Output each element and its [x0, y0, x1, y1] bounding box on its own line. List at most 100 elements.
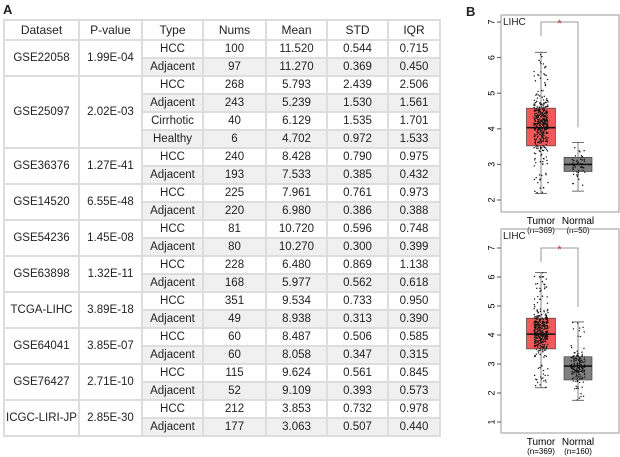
- data-point: [540, 71, 542, 73]
- std-cell: 0.544: [328, 41, 387, 57]
- sample-size-label: (n=50): [566, 226, 590, 235]
- data-point: [534, 384, 537, 387]
- nums-cell: 243: [204, 95, 265, 111]
- data-point: [534, 344, 537, 347]
- significance-bracket: [540, 247, 579, 307]
- data-point: [538, 328, 541, 331]
- data-point: [547, 105, 549, 108]
- iqr-cell: 0.388: [389, 203, 439, 219]
- data-point: [545, 118, 548, 120]
- data-point: [542, 107, 544, 109]
- iqr-cell: 0.585: [389, 329, 439, 345]
- mean-cell: 10.720: [267, 221, 326, 237]
- data-point: [535, 316, 537, 319]
- data-point: [581, 166, 583, 168]
- std-cell: 0.313: [328, 311, 387, 327]
- data-point: [572, 182, 574, 185]
- data-point: [544, 67, 546, 69]
- data-point: [536, 136, 539, 138]
- dataset-cell: GSE36376: [5, 149, 78, 183]
- data-point: [535, 112, 537, 115]
- y-tick-label: 3: [486, 162, 496, 167]
- data-point: [542, 341, 544, 343]
- data-point: [545, 116, 547, 119]
- data-point: [537, 350, 539, 352]
- y-tick-label: 4: [486, 332, 496, 337]
- data-point: [546, 333, 549, 335]
- data-point: [570, 364, 572, 366]
- data-point: [539, 340, 542, 343]
- data-point: [538, 349, 540, 352]
- data-point: [579, 370, 581, 372]
- data-point: [572, 380, 574, 382]
- data-point: [534, 135, 537, 137]
- data-point: [540, 126, 543, 128]
- data-point: [540, 328, 542, 330]
- data-point: [581, 386, 583, 388]
- data-point: [537, 316, 539, 318]
- data-point: [576, 175, 579, 178]
- data-point: [536, 191, 538, 194]
- data-point: [539, 140, 541, 143]
- data-point: [534, 336, 536, 338]
- data-point: [581, 159, 583, 161]
- data-point: [571, 370, 573, 373]
- data-point: [544, 119, 546, 121]
- data-point: [534, 119, 536, 121]
- table-row: GSE76427 2.71E-10 HCC 115 9.624 0.561 0.845: [5, 365, 439, 399]
- data-point: [576, 362, 578, 365]
- data-point: [538, 95, 541, 97]
- mean-cell: 8.058: [267, 347, 326, 363]
- data-point: [537, 340, 539, 342]
- nums-cell: 6: [204, 131, 265, 147]
- std-cell: 0.596: [328, 221, 387, 237]
- data-point: [535, 176, 537, 179]
- data-point: [570, 346, 573, 349]
- data-point: [570, 345, 572, 347]
- data-point: [581, 366, 583, 369]
- data-point: [539, 347, 541, 350]
- data-point: [545, 112, 547, 115]
- data-point: [576, 377, 578, 380]
- data-point: [577, 353, 579, 355]
- data-point: [535, 161, 537, 164]
- data-point: [545, 172, 547, 175]
- type-cell: Adjacent: [143, 347, 202, 363]
- data-point: [577, 386, 579, 388]
- data-point: [542, 377, 544, 379]
- std-cell: 0.562: [328, 275, 387, 291]
- data-point: [536, 144, 538, 146]
- data-point: [547, 125, 549, 127]
- data-point: [541, 174, 543, 177]
- data-point: [536, 328, 538, 331]
- column-header: Type: [143, 21, 202, 39]
- pvalue-cell: 2.85E-30: [80, 401, 141, 435]
- data-point: [538, 326, 540, 328]
- data-point: [544, 140, 547, 142]
- mean-cell: 11.520: [267, 41, 326, 57]
- data-point: [533, 99, 536, 102]
- type-cell: Adjacent: [143, 419, 202, 435]
- data-point: [536, 301, 539, 304]
- data-point: [576, 368, 578, 371]
- data-point: [546, 123, 549, 125]
- type-cell: HCC: [143, 257, 202, 273]
- data-point: [543, 102, 545, 104]
- data-point: [535, 321, 537, 323]
- y-tick-label: 2: [486, 197, 496, 202]
- data-point: [539, 319, 541, 322]
- data-point: [543, 328, 545, 331]
- data-point: [536, 324, 539, 326]
- column-header: Mean: [267, 21, 326, 39]
- iqr-cell: 0.975: [389, 149, 439, 165]
- data-point: [580, 363, 582, 366]
- mean-cell: 9.109: [267, 383, 326, 399]
- pvalue-cell: 2.71E-10: [80, 365, 141, 399]
- data-point: [537, 129, 539, 131]
- data-point: [539, 142, 541, 144]
- type-cell: HCC: [143, 41, 202, 57]
- data-point: [578, 150, 581, 152]
- data-point: [545, 125, 548, 128]
- table-row: Cirrhotic 40 6.129 1.535 1.701: [5, 113, 439, 129]
- iqr-cell: 0.399: [389, 239, 439, 255]
